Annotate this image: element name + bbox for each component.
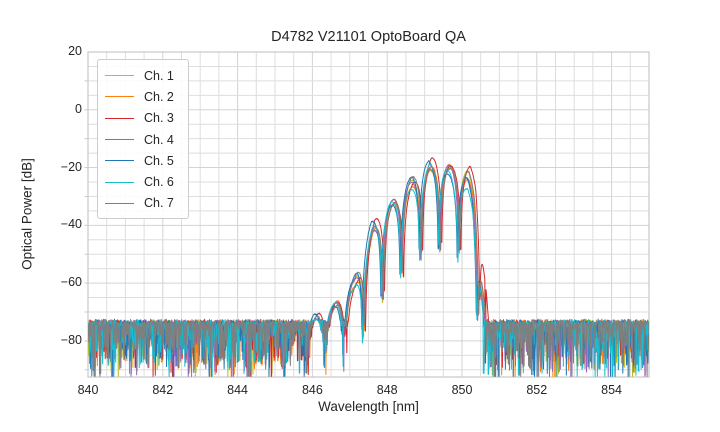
legend-line-sample-icon	[105, 96, 134, 98]
legend-label: Ch. 6	[144, 175, 174, 190]
x-axis-label: Wavelength [nm]	[318, 399, 419, 414]
y-tick-label: 0	[75, 101, 82, 116]
traces	[88, 157, 649, 377]
y-tick-label: 20	[68, 44, 82, 58]
x-tick-label: 844	[227, 383, 249, 397]
legend-item: Ch. 2	[98, 86, 188, 107]
legend-item: Ch. 3	[98, 108, 188, 129]
legend-label: Ch. 5	[144, 153, 174, 168]
y-tick-label: −80	[60, 332, 82, 347]
trace-ch-7	[88, 166, 649, 377]
legend-item: Ch. 4	[98, 129, 188, 150]
x-tick-label: 850	[451, 383, 473, 397]
y-axis-label: Optical Power [dB]	[19, 158, 35, 270]
legend-label: Ch. 7	[144, 196, 174, 211]
legend-line-sample-icon	[105, 139, 134, 141]
legend: Ch. 1 Ch. 2 Ch. 3 Ch. 4 Ch. 5 Ch. 6 Ch. 7	[97, 59, 189, 220]
plot-border	[87, 51, 650, 378]
plot-title: D4782 V21101 OptoBoard QA	[271, 29, 466, 45]
x-tick-label: 852	[526, 383, 548, 397]
x-tick-label: 840	[77, 383, 99, 397]
legend-line-sample-icon	[105, 181, 134, 183]
y-tick-label: −40	[60, 217, 82, 232]
legend-line-sample-icon	[105, 75, 134, 77]
legend-label: Ch. 2	[144, 89, 174, 104]
legend-label: Ch. 3	[144, 111, 174, 126]
x-tick-label: 848	[376, 383, 398, 397]
y-tick-label: −20	[60, 159, 82, 174]
x-tick-label: 846	[301, 383, 323, 397]
legend-item: Ch. 7	[98, 193, 188, 214]
legend-line-sample-icon	[105, 117, 134, 119]
legend-label: Ch. 4	[144, 132, 174, 147]
x-tick-label: 854	[601, 383, 623, 397]
y-tick-label: −60	[60, 275, 82, 290]
legend-label: Ch. 1	[144, 68, 174, 83]
legend-item: Ch. 6	[98, 171, 188, 192]
legend-item: Ch. 1	[98, 65, 188, 86]
legend-item: Ch. 5	[98, 150, 188, 171]
legend-line-sample-icon	[105, 160, 134, 162]
x-tick-label: 842	[152, 383, 174, 397]
legend-line-sample-icon	[105, 202, 134, 204]
